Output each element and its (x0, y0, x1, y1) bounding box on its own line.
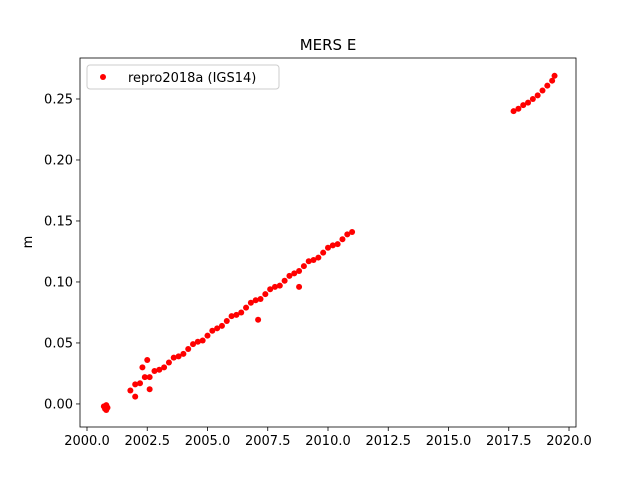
point (137, 380, 144, 387)
point (271, 283, 278, 290)
x-tick-label: 2002.5 (124, 434, 170, 449)
point (257, 296, 264, 303)
point (296, 267, 303, 274)
point (243, 304, 250, 311)
x-tick-label: 2012.5 (366, 434, 412, 449)
x-tick-label: 2000.0 (64, 434, 110, 449)
x-tick-label: 2020.0 (546, 434, 592, 449)
chart-title: MERS E (300, 36, 357, 54)
point (276, 282, 283, 289)
point (539, 87, 546, 94)
y-axis-label: m (21, 236, 36, 249)
point (334, 241, 341, 248)
point (549, 77, 556, 84)
point (204, 332, 211, 339)
point (525, 99, 532, 106)
x-tick-label: 2017.5 (486, 434, 532, 449)
plot-frame (79, 57, 577, 428)
y-tick-label: 0.10 (44, 275, 73, 290)
x-tick-label: 2015.0 (426, 434, 472, 449)
point (214, 325, 221, 332)
y-tick-label: 0.25 (44, 92, 73, 107)
point (534, 92, 541, 99)
point (262, 291, 269, 298)
point (185, 346, 192, 353)
point (255, 316, 262, 323)
point (349, 228, 356, 235)
point (320, 249, 327, 256)
y-tick-label: 0.20 (44, 153, 73, 168)
point (339, 236, 346, 243)
point (286, 272, 293, 279)
point (325, 244, 331, 251)
point (194, 338, 201, 345)
point (510, 108, 517, 115)
point (544, 82, 551, 89)
point (218, 322, 225, 329)
point (223, 317, 230, 324)
point (520, 102, 527, 109)
point (209, 327, 216, 334)
point (175, 353, 182, 360)
point (305, 258, 312, 265)
point (267, 286, 274, 293)
legend-label: repro2018a (IGS14) (128, 71, 256, 86)
point (151, 368, 158, 375)
legend: repro2018a (IGS14) (86, 64, 280, 90)
point (146, 386, 153, 393)
point (144, 357, 151, 364)
point (127, 387, 134, 394)
point (132, 393, 139, 400)
point (104, 404, 111, 411)
legend-marker (100, 74, 106, 80)
point (300, 263, 307, 270)
point (515, 105, 522, 112)
point (132, 381, 139, 388)
point (551, 72, 558, 79)
point (238, 309, 245, 316)
point (310, 257, 317, 264)
point (529, 95, 536, 102)
x-tick-label: 2010.0 (305, 434, 351, 449)
point (139, 364, 146, 371)
point (170, 354, 177, 361)
point (199, 337, 206, 344)
point (190, 341, 197, 348)
point (296, 283, 303, 290)
point (281, 277, 288, 284)
point (329, 242, 336, 249)
y-tick-label: 0.05 (44, 336, 73, 351)
x-tick-label: 2007.5 (245, 434, 291, 449)
x-tick-label: 2005.0 (185, 434, 231, 449)
point (161, 364, 168, 371)
point (291, 270, 298, 277)
point (252, 297, 259, 304)
point (156, 366, 163, 373)
point (141, 374, 148, 381)
point (233, 311, 240, 318)
point (180, 350, 187, 357)
y-tick-label: 0.00 (44, 397, 73, 412)
point (315, 254, 322, 261)
point (165, 359, 172, 366)
legend-box (86, 64, 280, 90)
point (146, 374, 153, 381)
point (344, 231, 351, 238)
point (247, 299, 254, 306)
y-tick-label: 0.15 (44, 214, 73, 229)
point (228, 313, 235, 320)
